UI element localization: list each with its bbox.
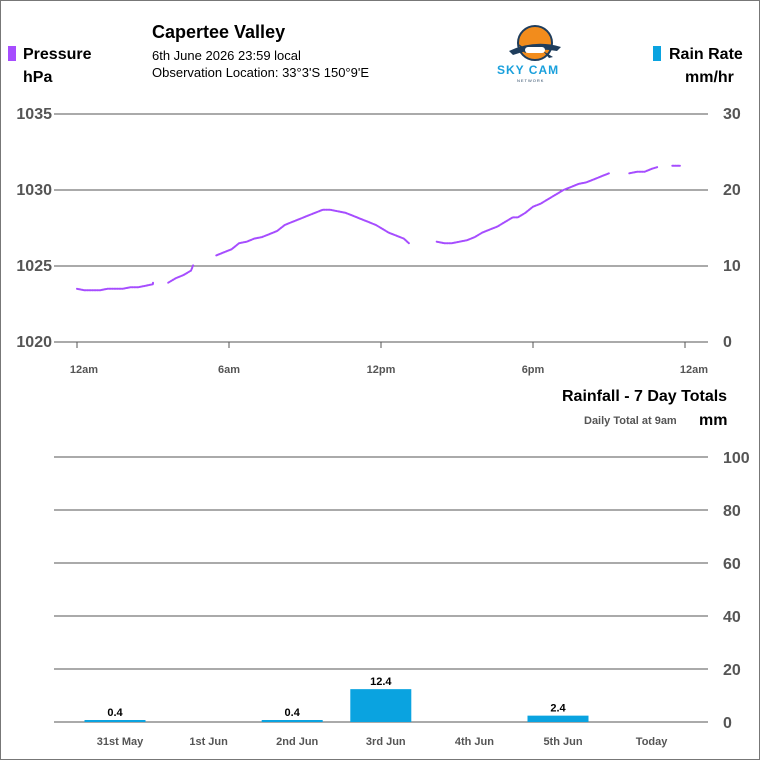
rainfall-category-label: 4th Jun <box>455 736 494 748</box>
pressure-legend-label: Pressure <box>23 46 92 63</box>
pressure-series-line <box>215 208 410 257</box>
rainfall-bar <box>261 720 323 722</box>
airplane-sun-logo-icon <box>509 25 561 61</box>
pressure-series-line <box>628 166 659 175</box>
observation-location: Observation Location: 33°3'S 150°9'E <box>152 65 370 80</box>
pressure-unit-label: hPa <box>23 69 53 86</box>
pressure-x-tick-label: 12am <box>680 364 708 376</box>
rainfall-category-label: 5th Jun <box>543 736 582 748</box>
pressure-y-tick-label: 1025 <box>16 258 52 275</box>
rainfall-category-label: 2nd Jun <box>276 736 318 748</box>
pressure-series-line <box>435 172 610 245</box>
pressure-y-tick-label: 1030 <box>16 182 52 199</box>
rainfall-y-tick-label: 100 <box>723 450 750 467</box>
rainfall-value-label: 0.4 <box>107 707 123 719</box>
rainfall-category-label: 3rd Jun <box>366 736 406 748</box>
logo-name: SKY CAM <box>497 63 560 77</box>
observation-datetime: 6th June 2026 23:59 local <box>152 48 301 63</box>
pressure-y-tick-label: 1035 <box>16 106 52 123</box>
rainfall-y-tick-label: 80 <box>723 503 741 520</box>
rain-rate-y-tick-label: 20 <box>723 182 741 199</box>
rain-rate-y-tick-label: 10 <box>723 258 741 275</box>
pressure-y-tick-label: 1020 <box>16 334 52 351</box>
pressure-series-line <box>167 263 195 284</box>
station-title: Capertee Valley <box>152 22 286 42</box>
rainfall-y-tick-label: 40 <box>723 609 741 626</box>
rain-rate-y-tick-label: 30 <box>723 106 741 123</box>
pressure-x-tick-label: 6pm <box>522 364 545 376</box>
rainfall-category-label: 31st May <box>97 736 144 748</box>
pressure-x-tick-label: 12pm <box>367 364 396 376</box>
logo-tagline: NETWORK <box>517 78 545 83</box>
pressure-x-tick-label: 6am <box>218 364 240 376</box>
rainfall-category-label: Today <box>636 736 668 748</box>
rainfall-bar <box>527 715 589 722</box>
pressure-x-tick-label: 12am <box>70 364 98 376</box>
rainfall-y-tick-label: 20 <box>723 662 741 679</box>
rain-rate-y-tick-label: 0 <box>723 334 732 351</box>
rain-rate-legend-label: Rain Rate <box>669 46 743 63</box>
rain-rate-legend-swatch <box>653 46 661 61</box>
rainfall-value-label: 0.4 <box>285 707 301 719</box>
rainfall-chart-subtitle: Daily Total at 9am <box>584 415 677 427</box>
pressure-series-line <box>76 281 154 292</box>
sky-cam-logo: SKY CAM NETWORK <box>495 21 577 85</box>
rainfall-bar <box>350 689 412 722</box>
rainfall-value-label: 12.4 <box>370 676 392 688</box>
rainfall-value-label: 2.4 <box>550 703 566 715</box>
rain-rate-unit-label: mm/hr <box>685 69 734 86</box>
rainfall-y-tick-label: 60 <box>723 556 741 573</box>
rainfall-y-tick-label: 0 <box>723 715 732 732</box>
rainfall-chart-title: Rainfall - 7 Day Totals <box>562 388 728 405</box>
rainfall-category-label: 1st Jun <box>189 736 228 748</box>
rainfall-bar <box>84 720 146 722</box>
rainfall-unit-label: mm <box>699 412 728 429</box>
pressure-legend-swatch <box>8 46 16 61</box>
